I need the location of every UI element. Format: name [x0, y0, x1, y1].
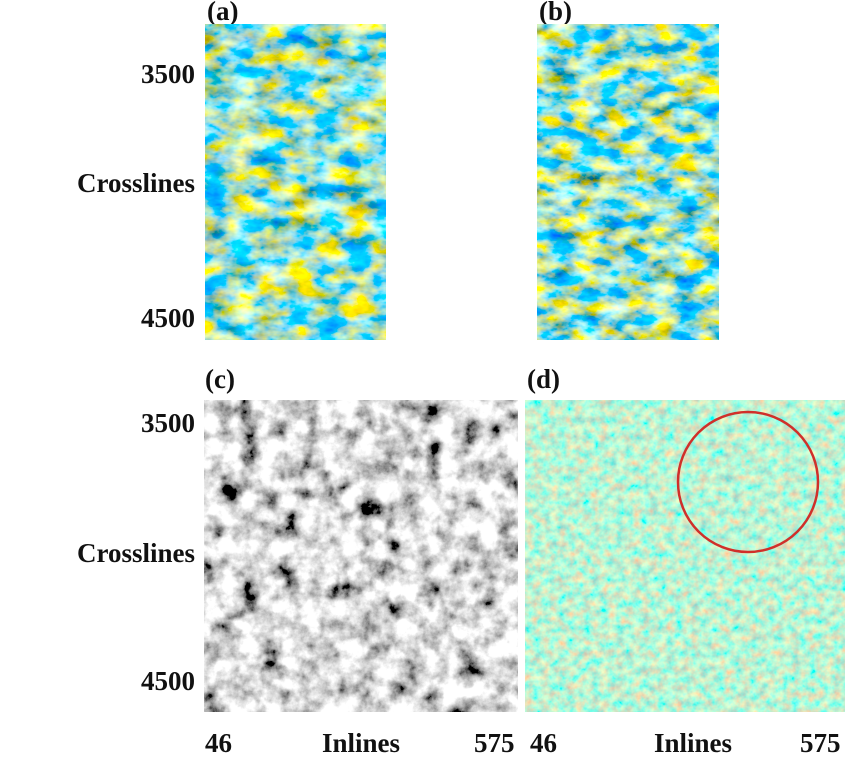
seismic-image [205, 24, 386, 340]
y-tick-label: 3500 [141, 408, 195, 438]
x-tick-label: 575 [474, 728, 515, 758]
y-tick-label: 4500 [141, 666, 195, 696]
figure: (a) (b) (c) (d) 3500 Crosslines 4500 350… [0, 0, 857, 766]
panel-label: (b) [539, 0, 572, 26]
y-axis-title: Crosslines [77, 538, 195, 568]
x-axis-title: Inlines [322, 728, 400, 758]
seismic-image [525, 400, 845, 712]
y-tick-label: 3500 [141, 59, 195, 89]
x-tick-label: 46 [530, 728, 557, 758]
panel-label: (a) [207, 0, 238, 26]
panel-label: (d) [527, 364, 560, 394]
x-axis-title: Inlines [654, 728, 732, 758]
y-tick-label: 4500 [141, 303, 195, 333]
seismic-image [204, 400, 518, 712]
x-tick-label: 46 [205, 728, 232, 758]
x-tick-label: 575 [800, 728, 841, 758]
seismic-image [537, 24, 719, 340]
y-axis-title: Crosslines [77, 168, 195, 198]
panel-label: (c) [205, 364, 235, 394]
